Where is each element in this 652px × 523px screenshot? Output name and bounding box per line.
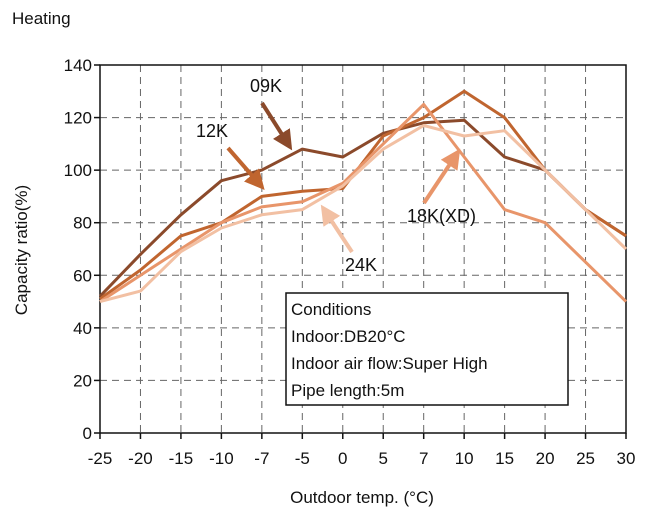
annotation-label: 24K — [345, 255, 377, 275]
annotation-label: 18K(XD) — [407, 206, 476, 226]
annotations: 09K 12K 18K(XD) 24K — [196, 76, 476, 275]
annotation-arrow — [260, 101, 293, 151]
annotation-label: 12K — [196, 121, 228, 141]
x-axis-title: Outdoor temp. (°C) — [290, 488, 434, 507]
x-tick-label: -25 — [88, 449, 113, 468]
series-line-09k — [98, 118, 627, 298]
series-line-24k — [99, 124, 628, 304]
x-tick-label: 7 — [419, 449, 428, 468]
conditions-line: Pipe length:5m — [291, 381, 404, 400]
annotation-label: 09K — [250, 76, 282, 96]
series-line-18k-xd — [99, 102, 628, 303]
x-tick-label: -5 — [295, 449, 310, 468]
y-tick-label: 80 — [73, 214, 92, 233]
y-tick-label: 140 — [64, 56, 92, 75]
y-tick-label: 40 — [73, 319, 92, 338]
y-tick-label: 0 — [83, 424, 92, 443]
x-tick-label: 25 — [576, 449, 595, 468]
conditions-box: Conditions Indoor:DB20°C Indoor air flow:S… — [285, 292, 569, 406]
conditions-title: Conditions — [291, 300, 371, 319]
axes: 0 20 40 60 80 100 120 140 -25 -20 -15 -10 -7 -5 0 5 7 10 1… — [64, 56, 636, 468]
annotation-arrow — [320, 204, 354, 254]
x-tick-label: -20 — [128, 449, 153, 468]
x-tick-label: -7 — [254, 449, 269, 468]
y-axis-title: Capacity ratio(%) — [12, 185, 31, 315]
x-tick-label: 5 — [378, 449, 387, 468]
conditions-frame — [285, 292, 569, 406]
y-tick-label: 60 — [73, 266, 92, 285]
x-tick-label: 0 — [338, 449, 347, 468]
series-lines — [98, 89, 628, 304]
y-tick-label: 120 — [64, 109, 92, 128]
conditions-line: Indoor air flow:Super High — [291, 354, 488, 373]
conditions-line: Indoor:DB20°C — [291, 327, 406, 346]
annotation-arrow — [422, 148, 461, 205]
annotation-arrow — [226, 146, 265, 191]
y-tick-label: 20 — [73, 371, 92, 390]
x-tick-label: 20 — [536, 449, 555, 468]
x-tick-label: -10 — [209, 449, 234, 468]
x-tick-label: 30 — [617, 449, 636, 468]
x-tick-label: 15 — [495, 449, 514, 468]
x-tick-label: -15 — [169, 449, 194, 468]
y-tick-label: 100 — [64, 161, 92, 180]
chart-title: Heating — [12, 9, 71, 28]
x-tick-label: 10 — [455, 449, 474, 468]
